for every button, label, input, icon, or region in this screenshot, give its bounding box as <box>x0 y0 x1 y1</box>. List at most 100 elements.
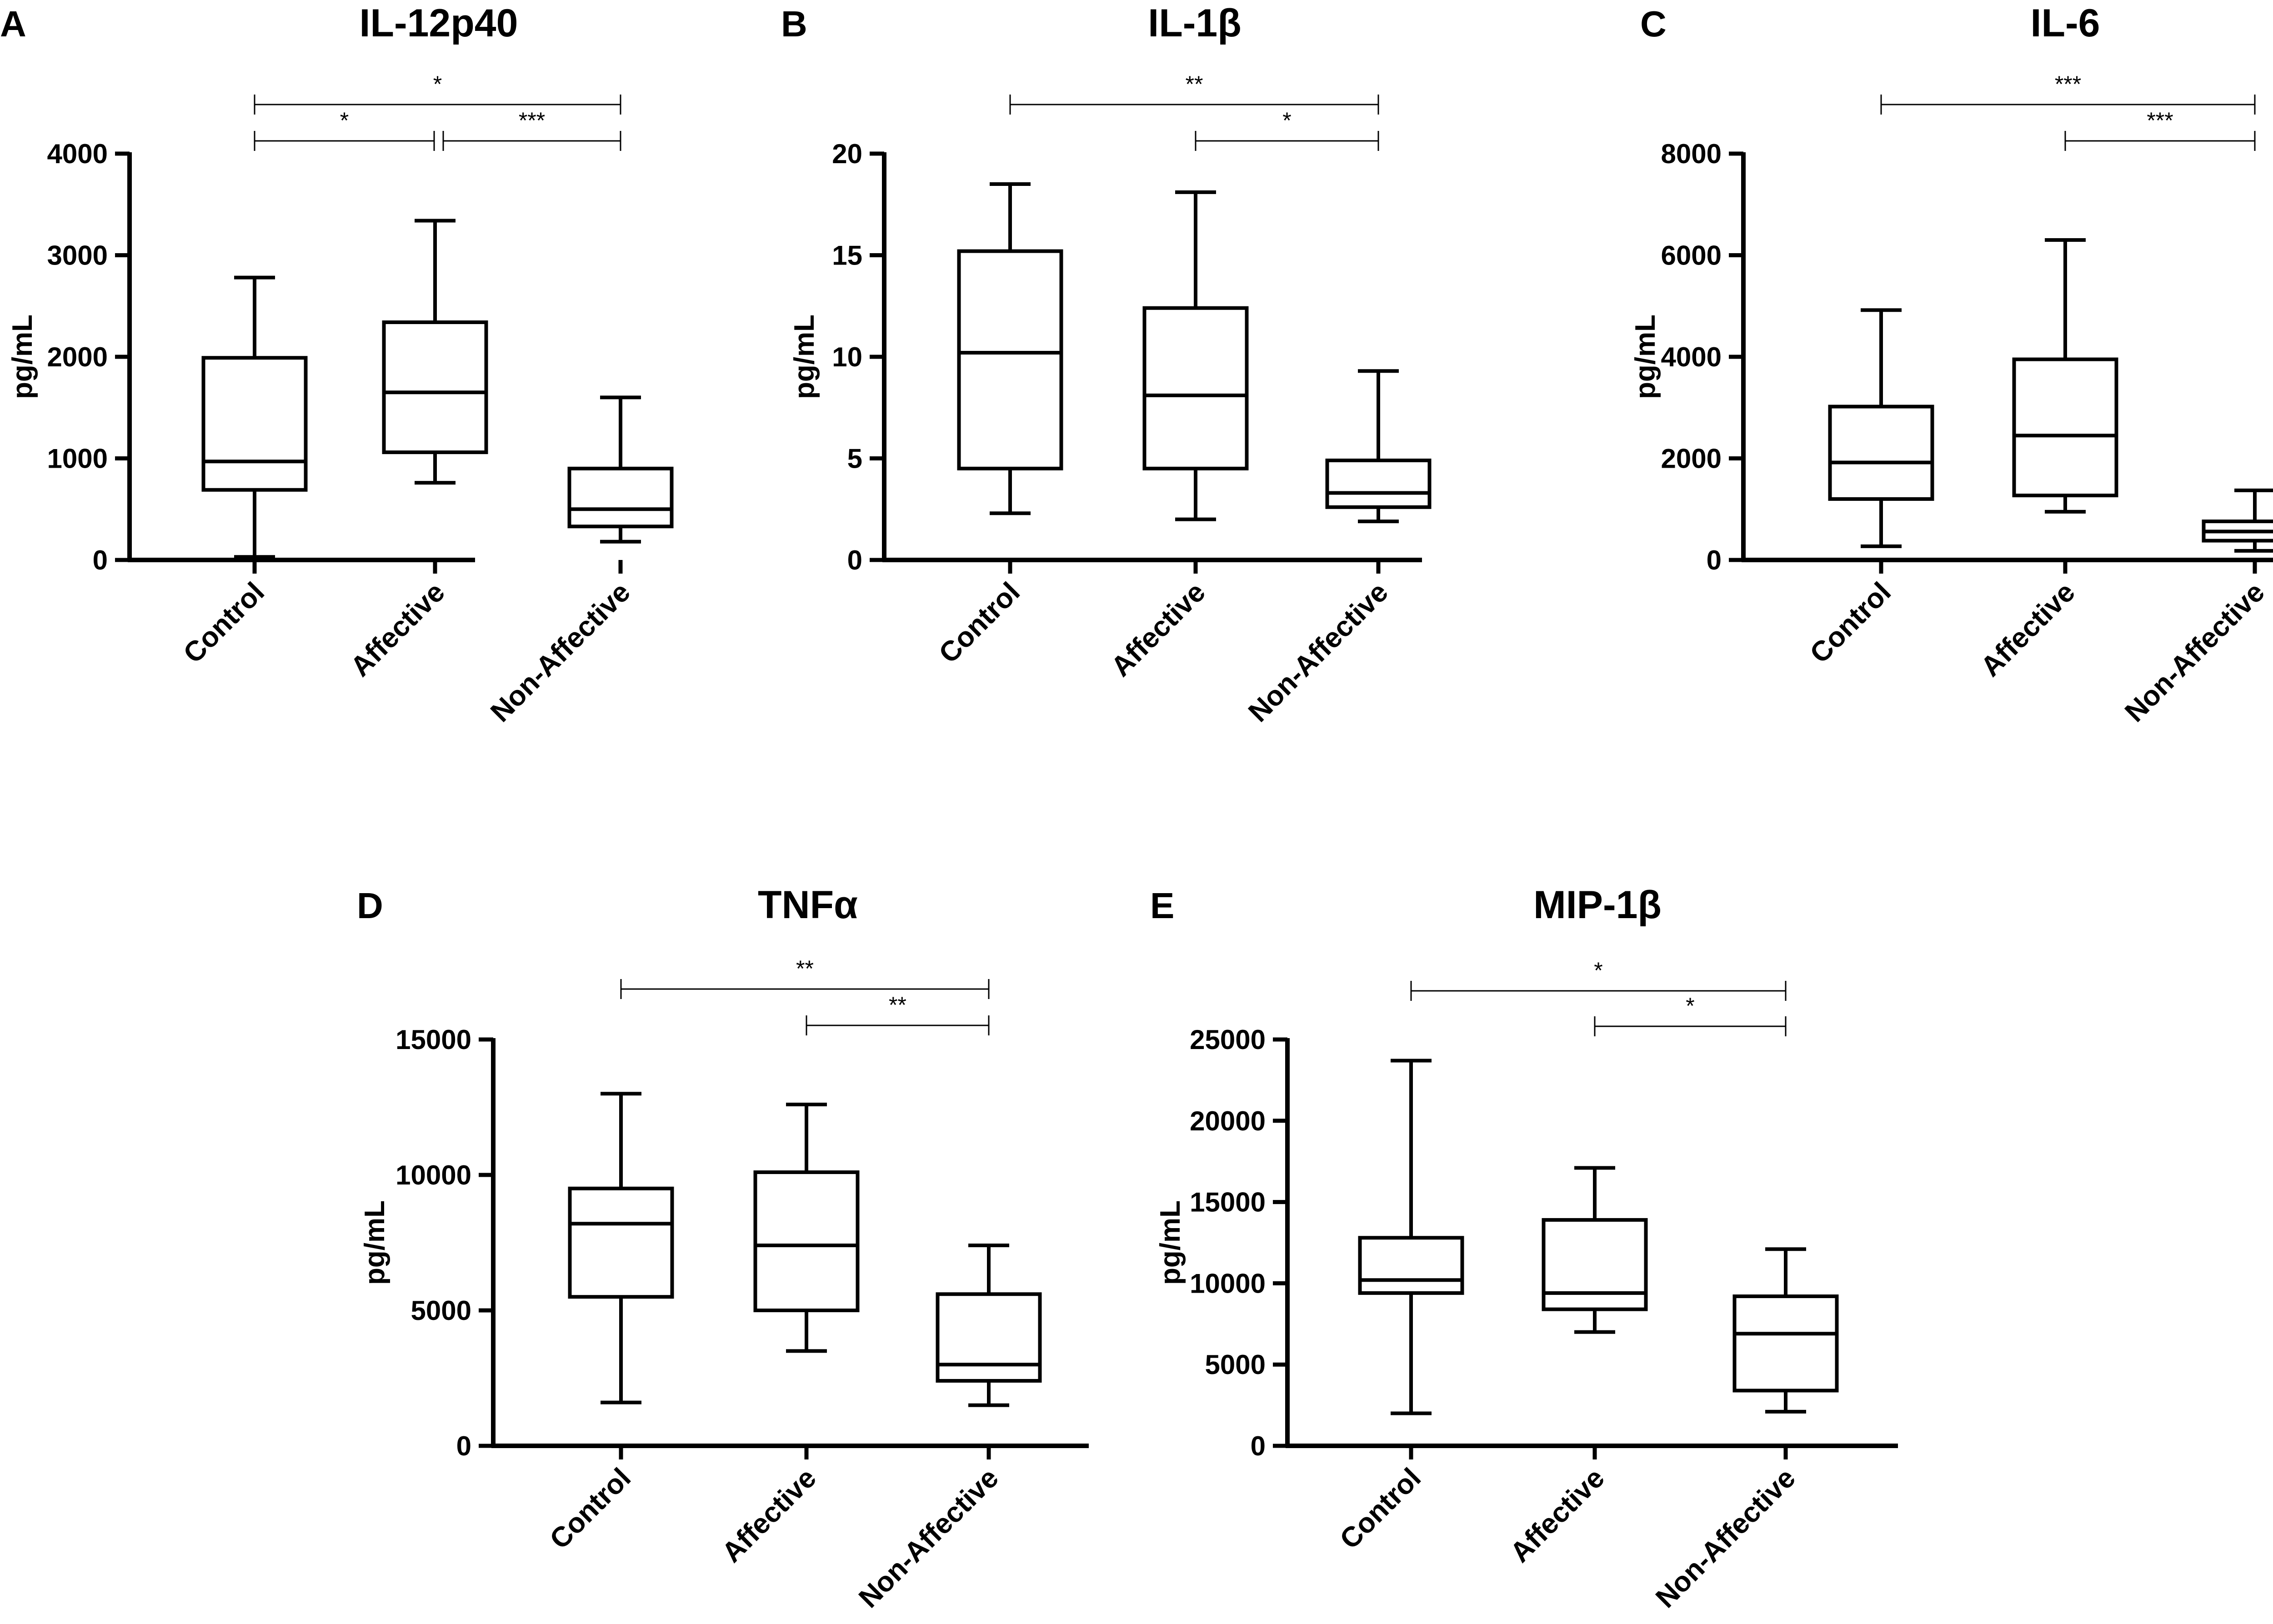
y-tick-label: 10 <box>832 342 862 372</box>
significance-label: * <box>433 71 442 97</box>
y-tick-label: 1000 <box>47 444 108 474</box>
significance-label: *** <box>2147 108 2173 133</box>
chart-title: MIP-1β <box>1533 883 1662 927</box>
y-tick-label: 10000 <box>396 1160 471 1190</box>
significance-label: ** <box>796 956 814 981</box>
box-affective <box>382 219 488 485</box>
chart-title: IL-12p40 <box>360 1 518 45</box>
x-tick-label-affective: Affective <box>345 576 451 683</box>
y-tick-label: 2000 <box>1661 444 1722 474</box>
significance-label: *** <box>519 108 545 133</box>
x-tick-label-affective: Affective <box>1504 1462 1611 1569</box>
significance-label: ** <box>889 992 906 1018</box>
significance-label: * <box>1686 993 1694 1019</box>
panel-a: A IL-12p40 pg/mL 0 1000 2000 3000 4000 Control Af… <box>0 1 674 728</box>
significance-bracket: *** <box>442 108 621 151</box>
iqr-box <box>753 1170 860 1313</box>
iqr-box <box>568 1186 674 1299</box>
iqr-box <box>382 320 488 455</box>
panel-letter: E <box>1150 885 1174 926</box>
y-tick-label: 0 <box>456 1431 471 1461</box>
y-tick-label: 8000 <box>1661 139 1722 169</box>
x-tick-label-affective: Affective <box>716 1462 822 1569</box>
x-tick-label-control: Control <box>933 576 1026 670</box>
significance-bracket: *** <box>2064 108 2256 151</box>
y-tick-label: 10000 <box>1190 1268 1266 1299</box>
y-tick-label: 0 <box>1251 1431 1266 1461</box>
y-axis-label: pg/mL <box>1155 1200 1186 1285</box>
significance-label: * <box>340 108 349 133</box>
significance-label: ** <box>1186 71 1203 97</box>
significance-bracket: ** <box>1009 71 1379 115</box>
x-tick-label-control: Control <box>544 1462 637 1555</box>
box-affective <box>1542 1166 1648 1334</box>
iqr-box <box>567 466 674 529</box>
box-non-affective <box>1325 369 1432 524</box>
x-tick-label-control: Control <box>1334 1462 1427 1555</box>
y-tick-label: 4000 <box>1661 342 1722 372</box>
y-axis-label: pg/mL <box>359 1200 391 1285</box>
y-tick-label: 15000 <box>1190 1187 1266 1218</box>
significance-bracket: ** <box>620 956 990 999</box>
x-tick-label-non-affective: Non-Affective <box>1650 1462 1802 1614</box>
y-tick-label: 3000 <box>47 240 108 271</box>
box-control <box>201 275 308 559</box>
y-tick-label: 5 <box>847 444 862 474</box>
y-axis-label: pg/mL <box>7 315 38 399</box>
y-tick-label: 0 <box>1707 545 1722 575</box>
y-tick-label: 20000 <box>1190 1106 1266 1136</box>
x-tick-label-control: Control <box>177 576 270 670</box>
iqr-box <box>2012 357 2118 498</box>
chart-title: IL-1β <box>1148 1 1241 45</box>
panel-letter: A <box>0 4 26 44</box>
box-non-affective <box>2202 488 2273 553</box>
y-tick-label: 5000 <box>1205 1349 1266 1380</box>
chart-title: TNFα <box>758 883 858 927</box>
x-tick-label-non-affective: Non-Affective <box>853 1462 1005 1614</box>
y-tick-label: 15 <box>832 240 862 271</box>
y-tick-label: 2000 <box>47 342 108 372</box>
iqr-box <box>1828 405 1934 501</box>
y-axis-label: pg/mL <box>789 315 820 399</box>
significance-bracket: * <box>1594 993 1787 1036</box>
box-control <box>1828 308 1934 548</box>
x-tick-label-non-affective: Non-Affective <box>1242 576 1394 728</box>
x-tick-label-affective: Affective <box>1975 576 2081 683</box>
box-affective <box>2012 238 2118 514</box>
significance-bracket: * <box>1195 108 1379 151</box>
x-tick-label-non-affective: Non-Affective <box>2119 576 2271 728</box>
panel-c: C IL-6 pg/mL 0 2000 4000 6000 8000 Control Affect… <box>1630 1 2273 728</box>
y-tick-label: 4000 <box>47 139 108 169</box>
panel-b: B IL-1β pg/mL 0 5 10 15 20 Control Affective Non-A… <box>781 1 1432 728</box>
iqr-box <box>1142 306 1249 470</box>
chart-title: IL-6 <box>2031 1 2100 45</box>
x-tick-label-control: Control <box>1804 576 1897 670</box>
x-tick-label-non-affective: Non-Affective <box>485 576 636 728</box>
iqr-box <box>1358 1236 1464 1295</box>
y-axis-label: pg/mL <box>1630 315 1661 399</box>
significance-label: *** <box>2055 71 2081 97</box>
y-tick-label: 5000 <box>411 1295 471 1326</box>
panel-letter: D <box>357 885 383 926</box>
significance-label: * <box>1594 958 1602 983</box>
box-control <box>568 1092 674 1404</box>
y-tick-label: 20 <box>832 139 862 169</box>
significance-label: * <box>1282 108 1291 133</box>
significance-bracket: * <box>1410 958 1787 1001</box>
significance-bracket: * <box>254 108 435 151</box>
y-tick-label: 6000 <box>1661 240 1722 271</box>
significance-bracket: *** <box>1880 71 2256 115</box>
box-control <box>1358 1059 1464 1415</box>
iqr-box <box>957 249 1063 470</box>
box-non-affective <box>567 395 674 544</box>
iqr-box <box>936 1292 1042 1383</box>
y-tick-label: 25000 <box>1190 1024 1266 1055</box>
panel-d: D TNFα pg/mL 0 5000 10000 15000 Control Affectiv… <box>357 883 1089 1614</box>
box-non-affective <box>936 1243 1042 1407</box>
box-control <box>957 182 1063 515</box>
significance-bracket: ** <box>806 992 990 1035</box>
iqr-box <box>1542 1218 1648 1311</box>
iqr-box <box>1325 458 1432 509</box>
box-affective <box>1142 190 1249 521</box>
